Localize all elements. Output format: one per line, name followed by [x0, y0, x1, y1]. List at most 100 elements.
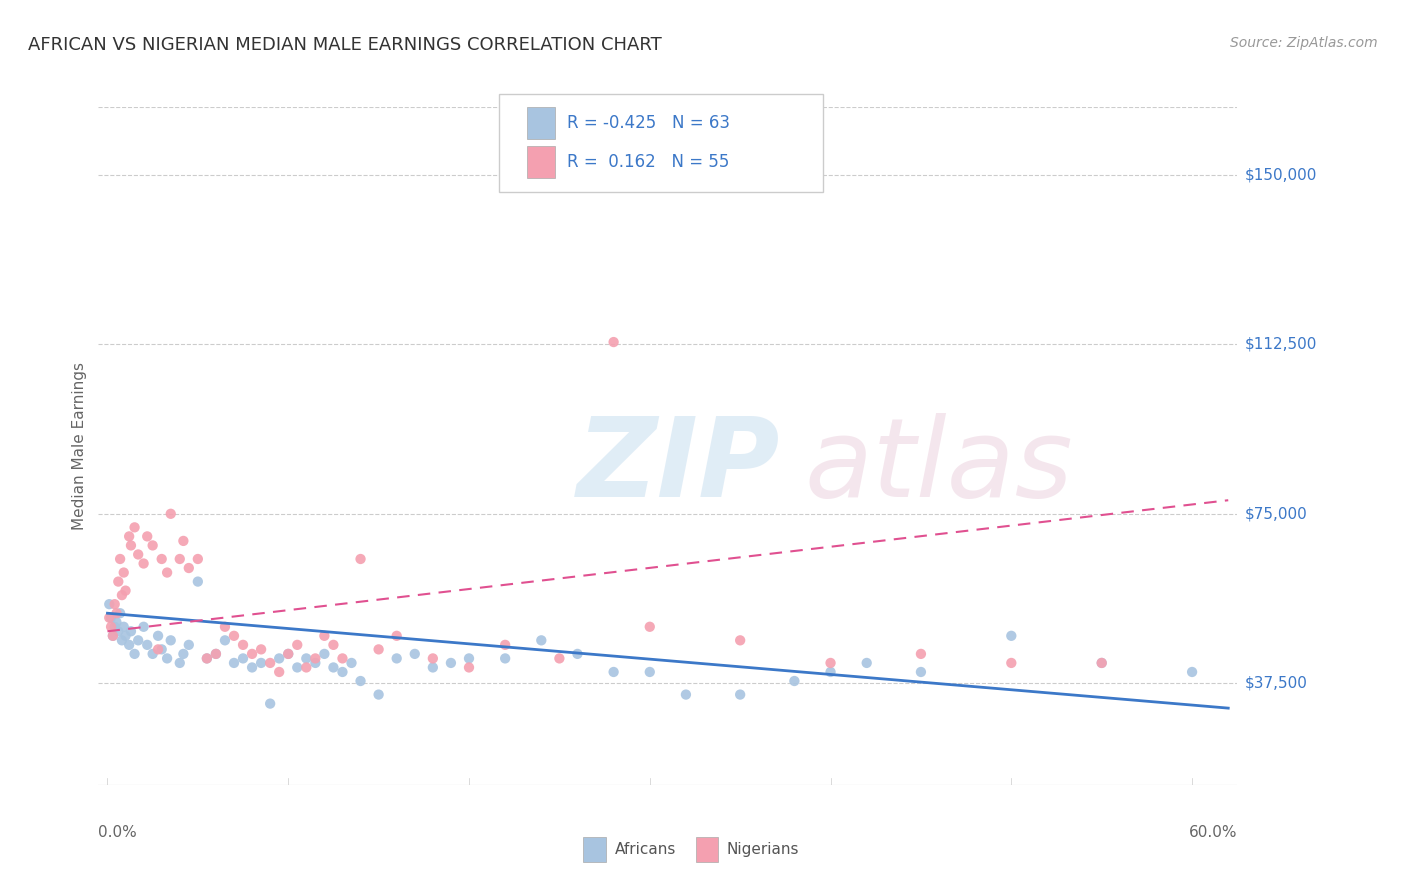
- Text: atlas: atlas: [804, 413, 1073, 520]
- Point: [367, 642, 389, 657]
- Point: [240, 647, 263, 661]
- Point: [1091, 656, 1114, 670]
- Point: [120, 538, 142, 552]
- Text: Africans: Africans: [614, 842, 676, 856]
- Point: [422, 651, 444, 665]
- Point: [187, 574, 209, 589]
- Point: [295, 660, 318, 674]
- Text: R =  0.162   N = 55: R = 0.162 N = 55: [567, 153, 728, 171]
- Text: AFRICAN VS NIGERIAN MEDIAN MALE EARNINGS CORRELATION CHART: AFRICAN VS NIGERIAN MEDIAN MALE EARNINGS…: [28, 36, 662, 54]
- Point: [349, 673, 371, 688]
- Point: [142, 647, 165, 661]
- Point: [638, 665, 661, 679]
- Point: [910, 665, 932, 679]
- Point: [322, 660, 344, 674]
- Point: [440, 656, 463, 670]
- Point: [304, 656, 326, 670]
- Point: [638, 620, 661, 634]
- Point: [855, 656, 877, 670]
- Point: [367, 688, 389, 702]
- Text: 60.0%: 60.0%: [1189, 825, 1237, 840]
- Point: [98, 597, 121, 611]
- Point: [602, 665, 624, 679]
- Point: [548, 651, 571, 665]
- Point: [277, 647, 299, 661]
- Point: [100, 611, 122, 625]
- Point: [107, 624, 129, 639]
- Point: [136, 638, 159, 652]
- Point: [910, 647, 932, 661]
- Point: [114, 629, 136, 643]
- Point: [169, 656, 191, 670]
- Point: [177, 561, 200, 575]
- Point: [195, 651, 218, 665]
- Text: R = -0.425   N = 63: R = -0.425 N = 63: [567, 114, 730, 132]
- Point: [340, 656, 363, 670]
- Point: [146, 642, 169, 657]
- Point: [349, 552, 371, 566]
- Point: [385, 651, 408, 665]
- Point: [169, 552, 191, 566]
- Point: [332, 651, 354, 665]
- Point: [222, 656, 245, 670]
- Text: $112,500: $112,500: [1244, 337, 1316, 351]
- Point: [127, 548, 149, 562]
- Point: [1091, 656, 1114, 670]
- Point: [146, 629, 169, 643]
- Text: $75,000: $75,000: [1244, 507, 1308, 521]
- Point: [112, 566, 135, 580]
- Point: [124, 647, 146, 661]
- Point: [172, 647, 194, 661]
- Point: [104, 620, 127, 634]
- Point: [458, 651, 481, 665]
- Point: [285, 638, 308, 652]
- Text: 0.0%: 0.0%: [98, 825, 138, 840]
- Point: [332, 665, 354, 679]
- Point: [177, 638, 200, 652]
- Point: [820, 656, 842, 670]
- Point: [105, 606, 128, 620]
- Point: [142, 538, 165, 552]
- Point: [567, 647, 589, 661]
- Point: [404, 647, 426, 661]
- Point: [107, 574, 129, 589]
- Point: [422, 660, 444, 674]
- Point: [214, 620, 236, 634]
- Point: [101, 629, 124, 643]
- Point: [156, 651, 179, 665]
- Point: [112, 620, 135, 634]
- Point: [530, 633, 553, 648]
- Point: [132, 620, 155, 634]
- Point: [285, 660, 308, 674]
- Point: [277, 647, 299, 661]
- Point: [494, 638, 516, 652]
- Point: [295, 651, 318, 665]
- Point: [150, 552, 173, 566]
- Point: [150, 642, 173, 657]
- Point: [159, 507, 181, 521]
- Point: [195, 651, 218, 665]
- Point: [304, 651, 326, 665]
- Point: [269, 665, 291, 679]
- Point: [458, 660, 481, 674]
- Point: [214, 633, 236, 648]
- Point: [118, 529, 141, 543]
- Point: [675, 688, 697, 702]
- Point: [156, 566, 179, 580]
- Point: [101, 629, 124, 643]
- Point: [783, 673, 806, 688]
- Point: [205, 647, 228, 661]
- Point: [259, 656, 281, 670]
- Point: [105, 615, 128, 630]
- Point: [127, 633, 149, 648]
- Point: [232, 651, 254, 665]
- Point: [269, 651, 291, 665]
- Point: [232, 638, 254, 652]
- Point: [385, 629, 408, 643]
- Point: [187, 552, 209, 566]
- Point: [172, 533, 194, 548]
- Point: [1000, 629, 1022, 643]
- Point: [728, 688, 751, 702]
- Point: [820, 665, 842, 679]
- Text: Source: ZipAtlas.com: Source: ZipAtlas.com: [1230, 36, 1378, 50]
